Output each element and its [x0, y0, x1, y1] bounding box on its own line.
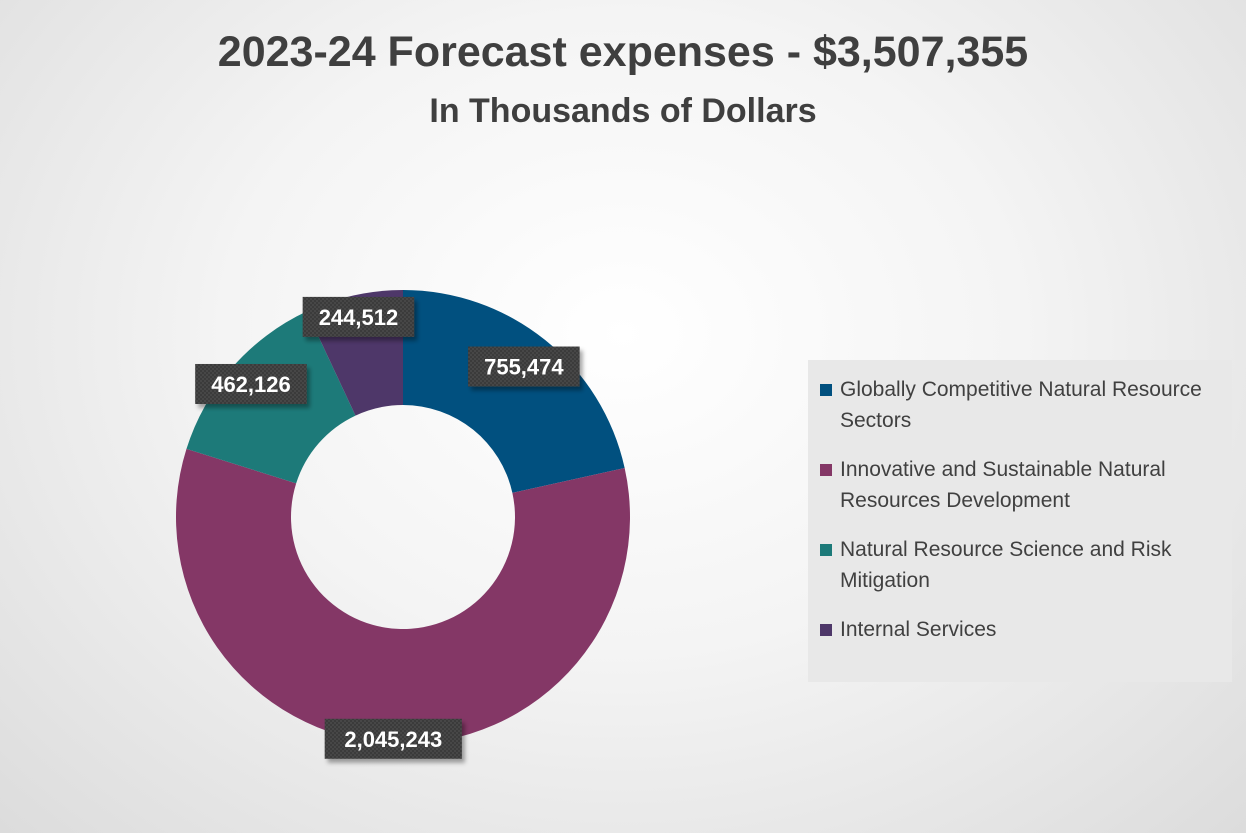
- data-label: 2,045,243: [324, 718, 462, 759]
- donut-slice: [175, 448, 631, 744]
- chart-subtitle: In Thousands of Dollars: [429, 92, 817, 130]
- data-label-text: 462,126: [211, 372, 291, 397]
- data-label: 755,474: [468, 346, 580, 387]
- legend-swatch: [820, 544, 832, 556]
- data-label: 244,512: [302, 296, 415, 337]
- data-label-text: 244,512: [319, 305, 399, 330]
- data-label-text: 755,474: [484, 355, 564, 380]
- legend-label: Globally Competitive Natural Resource Se…: [840, 378, 1202, 432]
- legend: Globally Competitive Natural Resource Se…: [808, 360, 1232, 682]
- legend-label: Natural Resource Science and Risk Mitiga…: [840, 538, 1172, 592]
- donut-slice: [403, 290, 625, 493]
- chart-title: 2023-24 Forecast expenses - $3,507,355: [217, 28, 1029, 76]
- legend-item: Innovative and Sustainable Natural Resou…: [820, 454, 1222, 516]
- data-label-box: [195, 363, 307, 404]
- legend-item: Natural Resource Science and Risk Mitiga…: [820, 534, 1222, 596]
- data-label-box: [468, 346, 580, 387]
- legend-swatch: [820, 464, 832, 476]
- legend-swatch: [820, 624, 832, 636]
- data-label-text: 2,045,243: [344, 727, 442, 752]
- data-label-box: [324, 718, 462, 759]
- legend-item: Internal Services: [820, 614, 1222, 645]
- legend-label: Innovative and Sustainable Natural Resou…: [840, 458, 1166, 512]
- data-label: 462,126: [195, 363, 307, 404]
- legend-label: Internal Services: [840, 618, 997, 641]
- legend-swatch: [820, 384, 832, 396]
- legend-item: Globally Competitive Natural Resource Se…: [820, 374, 1222, 436]
- data-label-box: [302, 296, 415, 337]
